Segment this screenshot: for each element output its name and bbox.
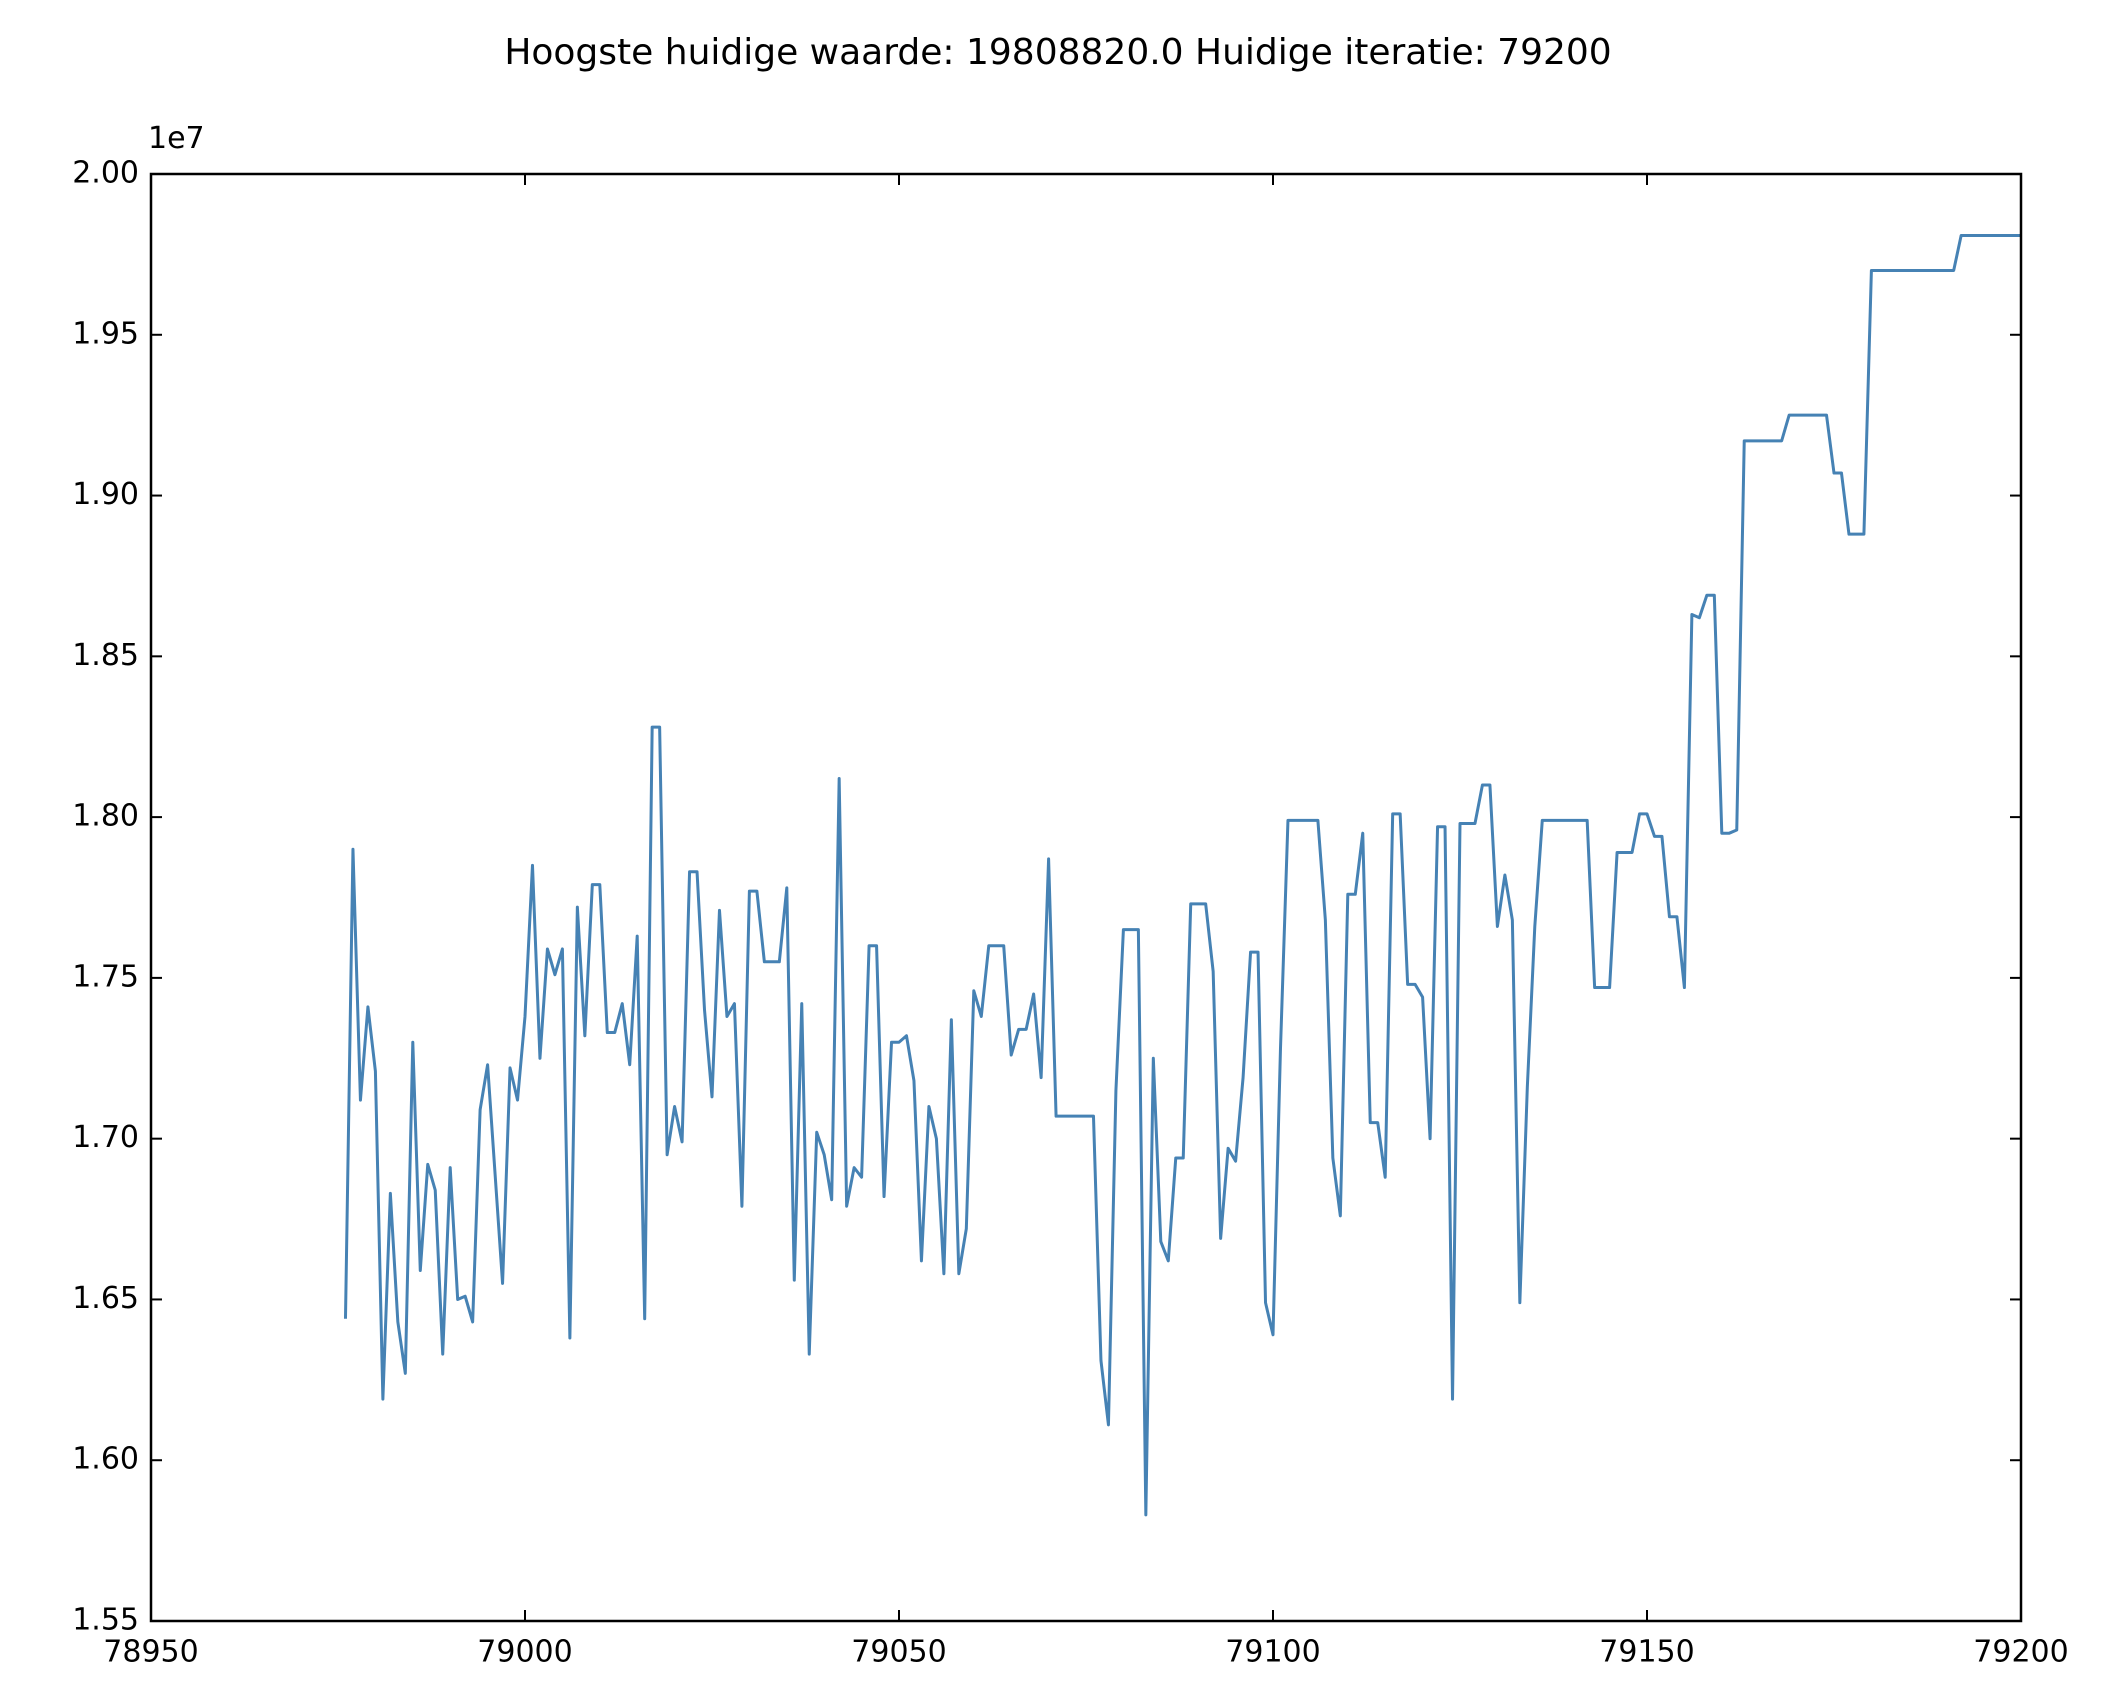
y-tick-label: 1.95 <box>72 316 139 351</box>
y-tick-label: 1.90 <box>72 477 139 512</box>
y-offset-label: 1e7 <box>148 121 205 156</box>
x-tick-label: 79000 <box>477 1635 572 1670</box>
x-tick-label: 79050 <box>851 1635 946 1670</box>
y-tick-label: 2.00 <box>72 156 139 191</box>
x-tick-label: 79100 <box>1225 1635 1320 1670</box>
plot-frame <box>149 172 2023 1623</box>
y-tick-label: 1.85 <box>72 638 139 673</box>
x-tick-label: 79150 <box>1599 1635 1694 1670</box>
x-tick-label: 79200 <box>1973 1635 2068 1670</box>
y-tick-label: 1.80 <box>72 799 139 834</box>
y-tick-label: 1.70 <box>72 1120 139 1155</box>
chart-title: Hoogste huidige waarde: 19808820.0 Huidi… <box>504 32 1611 73</box>
y-tick-label: 1.65 <box>72 1281 139 1316</box>
x-tick-label: 78950 <box>103 1635 198 1670</box>
y-tick-label: 1.60 <box>72 1442 139 1477</box>
data-line <box>343 233 2021 1517</box>
y-tick-label: 1.55 <box>72 1603 139 1638</box>
y-tick-label: 1.75 <box>72 959 139 994</box>
